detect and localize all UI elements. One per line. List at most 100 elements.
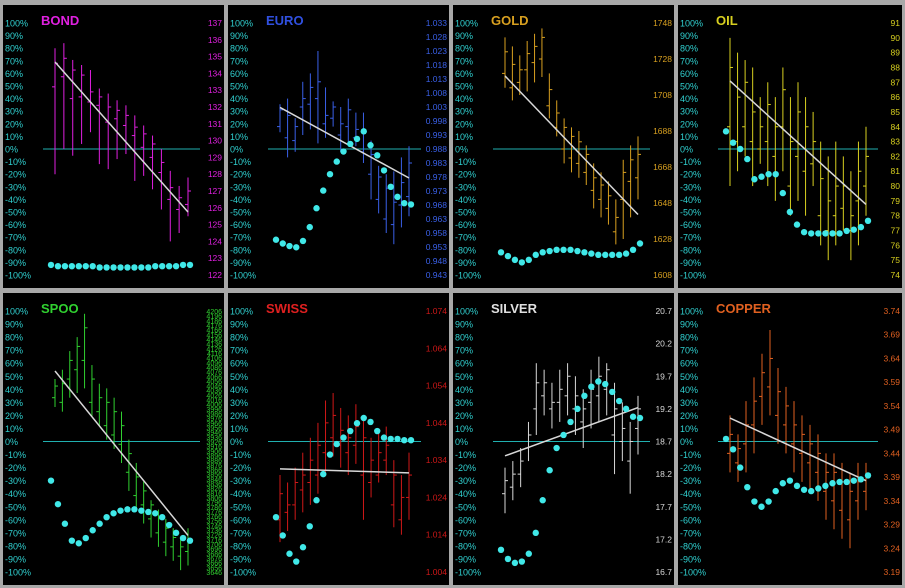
oscillator-dot <box>82 262 89 270</box>
left-tick-label: -10% <box>5 157 26 167</box>
left-tick-label: 80% <box>455 44 473 54</box>
price-bar <box>734 52 741 172</box>
price-bar <box>352 404 359 464</box>
right-tick-label: 3776 <box>206 509 222 516</box>
oscillator-dot <box>186 261 194 269</box>
left-tick-label: -30% <box>680 182 701 192</box>
right-tick-label: 123 <box>208 253 222 263</box>
price-bar <box>619 402 626 462</box>
oscillator-dot <box>293 558 300 565</box>
oscillator-dot <box>808 487 815 495</box>
oscillator-dot <box>401 199 408 207</box>
left-tick-label: -20% <box>455 170 476 180</box>
oscillator-dot <box>744 483 751 491</box>
oscillator-dot <box>595 378 602 385</box>
right-tick-label: 129 <box>208 152 222 162</box>
left-tick-label: -60% <box>230 515 251 525</box>
right-tick-label: 0.963 <box>426 214 448 224</box>
oscillator-dot <box>401 436 408 444</box>
oscillator-dot <box>360 414 367 422</box>
price-bar <box>533 363 540 435</box>
right-tick-label: 3846 <box>206 477 222 484</box>
oscillator-dot <box>387 435 394 443</box>
left-tick-label: -20% <box>230 170 251 180</box>
oscillator-dot <box>293 244 300 251</box>
oscillator-dot <box>737 464 744 471</box>
right-tick-label: 1728 <box>653 54 672 64</box>
oscillator-dot <box>313 205 320 212</box>
left-tick-label: 10% <box>230 132 248 142</box>
price-bar <box>509 46 516 101</box>
oscillator-dot <box>581 392 588 400</box>
left-tick-label: -100% <box>455 568 481 578</box>
left-tick-label: 20% <box>680 119 698 129</box>
price-bar <box>66 351 73 398</box>
panel-title: SWISS <box>266 301 308 316</box>
oscillator-dot <box>857 476 865 483</box>
left-tick-label: -60% <box>5 515 26 525</box>
price-bar <box>96 88 103 165</box>
right-tick-label: 3666 <box>206 561 222 568</box>
oscillator-dot <box>808 230 815 237</box>
price-bar <box>832 141 839 246</box>
left-tick-label: 60% <box>230 359 248 369</box>
oscillator-dot <box>96 264 103 271</box>
oscillator-dot <box>165 521 173 529</box>
left-tick-label: -30% <box>5 182 26 192</box>
right-tick-label: 85 <box>891 107 901 117</box>
right-tick-label: 20.2 <box>655 339 672 349</box>
right-tick-label: 17.2 <box>655 534 672 544</box>
right-tick-label: 4186 <box>206 318 222 325</box>
left-tick-label: 90% <box>230 31 248 41</box>
chart-svg: 100% 90% 80% 70% 60% 50% 40% 30% 20% 10% 0% -10% -20… <box>230 13 448 281</box>
left-tick-label: -80% <box>5 541 26 551</box>
left-tick-label: -80% <box>455 541 476 551</box>
oscillator-dot <box>407 436 415 444</box>
right-tick-label: 4006 <box>206 402 222 409</box>
price-bar <box>524 41 531 92</box>
price-bar <box>78 65 85 144</box>
right-tick-label: 3.69 <box>883 330 900 340</box>
oscillator-dot <box>347 427 354 435</box>
left-tick-label: 20% <box>230 119 248 129</box>
left-tick-label: 20% <box>680 411 698 421</box>
right-tick-label: 3976 <box>206 416 222 423</box>
left-tick-label: 70% <box>680 346 698 356</box>
oscillator-dot <box>574 247 581 255</box>
right-tick-label: 3716 <box>206 537 222 544</box>
right-tick-label: 3896 <box>206 453 222 460</box>
left-tick-label: -20% <box>455 463 476 473</box>
panel-title: OIL <box>716 13 738 28</box>
oscillator-dot <box>779 189 786 197</box>
left-tick-label: 100% <box>230 19 253 29</box>
right-tick-label: 0.958 <box>426 228 448 238</box>
oscillator-dot <box>539 249 546 256</box>
price-bar <box>546 73 553 119</box>
left-tick-label: 50% <box>230 82 248 92</box>
oscillator-dot <box>737 145 744 153</box>
oscillator-dot <box>518 259 526 266</box>
right-tick-label: 3.54 <box>883 401 900 411</box>
oscillator-dot <box>581 249 588 256</box>
price-bar <box>105 93 112 170</box>
left-tick-label: 30% <box>230 107 248 117</box>
right-tick-label: 4146 <box>206 337 222 344</box>
right-tick-label: 3.19 <box>883 567 900 577</box>
left-tick-label: -30% <box>5 476 26 486</box>
right-tick-label: 3.34 <box>883 496 900 506</box>
left-tick-label: 60% <box>680 359 698 369</box>
right-tick-label: 0.968 <box>426 200 448 210</box>
left-tick-label: -10% <box>680 157 701 167</box>
right-tick-label: 4036 <box>206 388 222 395</box>
oscillator-dot <box>110 264 117 271</box>
chart-panel-silver: 100% 90% 80% 70% 60% 50% 40% 30% 20% 10% 0% -10% -20… <box>453 293 674 585</box>
right-tick-label: 4046 <box>206 384 222 391</box>
oscillator-dot <box>629 413 637 420</box>
right-tick-label: 17.7 <box>655 502 672 512</box>
panel-title: GOLD <box>491 13 529 28</box>
price-bar <box>60 43 67 149</box>
oscillator-dot <box>186 537 194 544</box>
left-tick-label: -70% <box>455 528 476 538</box>
price-bar <box>185 177 191 217</box>
left-tick-label: -100% <box>680 568 706 578</box>
